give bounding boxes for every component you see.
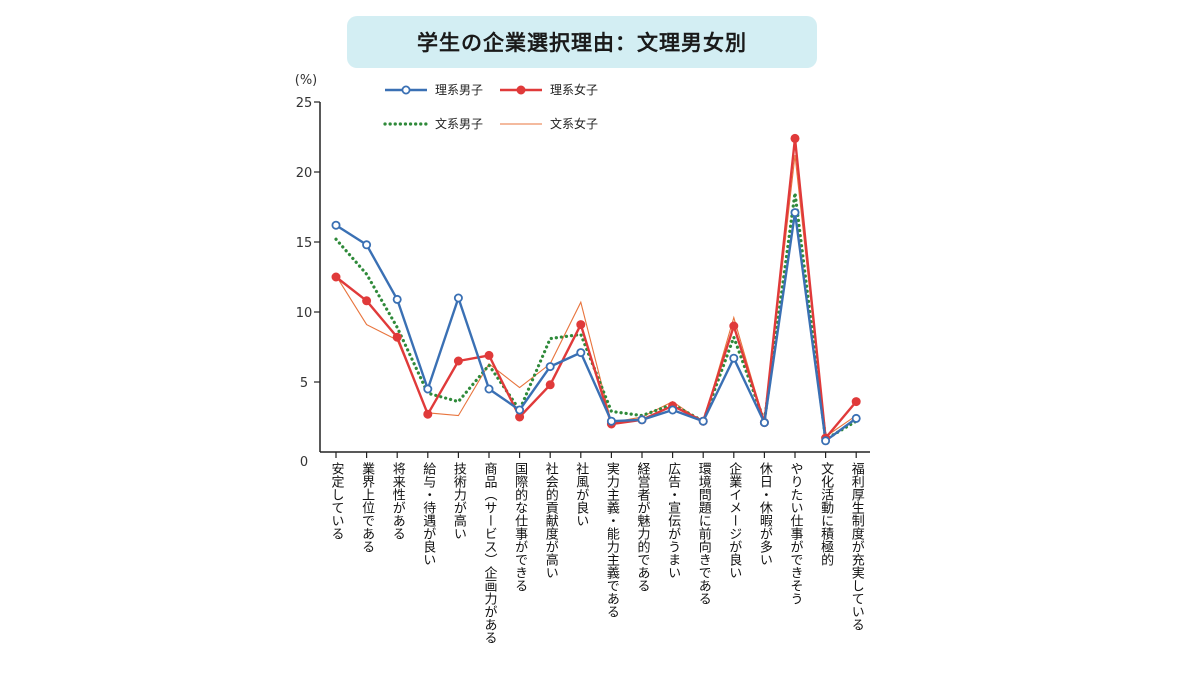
series-0-point: [392, 294, 402, 304]
series-1-point: [484, 350, 494, 360]
series-0-point: [637, 415, 647, 425]
series-1-point: [453, 356, 463, 366]
y-tick-label: 20: [296, 166, 313, 181]
series-0-point: [545, 362, 555, 372]
series-0-point: [729, 353, 739, 363]
chart-title-box: 学生の企業選択理由：文理男女別: [347, 16, 817, 68]
y-tick-label: 10: [296, 306, 313, 321]
x-ticks: [335, 452, 857, 458]
y-tick-label: 15: [296, 236, 313, 251]
series-1-point: [851, 397, 861, 407]
axes: (%): [295, 73, 870, 453]
y-tick-label: 0: [300, 455, 308, 470]
legend-marker-1: [516, 85, 526, 95]
series-1-point: [362, 296, 372, 306]
series-line-2: [334, 192, 858, 443]
legend-label-2: 文系男子: [435, 116, 483, 131]
series-line-0: [335, 211, 857, 442]
series-1-point: [729, 321, 739, 331]
y-tick-label: 5: [300, 376, 308, 391]
series-0-point: [851, 413, 861, 423]
series-0-point: [668, 405, 678, 415]
y-axis-unit: (%): [295, 73, 318, 88]
category-label: 商品（サービス）企画力がある: [482, 462, 498, 644]
legend-marker-0: [401, 85, 411, 95]
chart-title: 学生の企業選択理由：文理男女別: [417, 31, 747, 55]
series-1-point: [392, 332, 402, 342]
y-tick-label: 25: [296, 96, 313, 111]
category-label: 休日・休暇が多い: [757, 462, 773, 566]
y-ticks: 0 5 10 15 20 25: [296, 96, 320, 470]
category-label: 技術力が高い: [451, 462, 467, 540]
series-0-point: [606, 416, 616, 426]
category-label: 社風が良い: [573, 461, 589, 527]
category-label: 広告・宣伝がうまい: [665, 462, 681, 579]
legend-label-0: 理系男子: [435, 83, 483, 97]
series-0-point: [790, 208, 800, 218]
legend-label-3: 文系女子: [550, 116, 598, 131]
series-0-point: [821, 436, 831, 446]
category-label: 実力主義・能力主義である: [604, 461, 620, 618]
series-0-point: [576, 348, 586, 358]
series-line-1: [335, 137, 858, 440]
category-label: 福利厚生制度が充実している: [849, 462, 865, 631]
category-label: 経営者が魅力的である: [635, 462, 651, 592]
category-label: 将来性がある: [390, 462, 406, 540]
series-0-point: [453, 293, 463, 303]
series-0-point: [698, 416, 708, 426]
series-1-point: [545, 380, 555, 390]
category-label: 安定している: [329, 462, 345, 540]
series-0-point: [423, 384, 433, 394]
category-label: 国際的な仕事ができる: [512, 462, 528, 592]
series-1-point: [790, 133, 800, 143]
category-label: 企業イメージが良い: [726, 461, 742, 579]
series-0-point: [515, 405, 525, 415]
series-0-point: [484, 384, 494, 394]
category-label: 文化活動に積極的: [818, 462, 834, 566]
series-1-point: [331, 272, 341, 282]
category-label: 社会的貢献度が高い: [543, 461, 559, 579]
series-0-point: [331, 220, 341, 230]
category-label: 給与・待遇が良い: [420, 462, 436, 566]
series-markers: [331, 133, 861, 446]
category-label: やりたい仕事ができそう: [788, 462, 804, 605]
series-1-point: [423, 409, 433, 419]
category-labels: 安定している 業界上位である 将来性がある 給与・待遇が良い 技術力が高い 商品（サービス…: [329, 461, 865, 644]
category-label: 業界上位である: [359, 461, 375, 553]
series-lines: [334, 137, 858, 443]
series-0-point: [759, 418, 769, 428]
series-1-point: [576, 320, 586, 330]
category-label: 環境問題に前向きである: [696, 462, 712, 605]
legend-label-1: 理系女子: [550, 82, 598, 97]
series-0-point: [362, 240, 372, 250]
